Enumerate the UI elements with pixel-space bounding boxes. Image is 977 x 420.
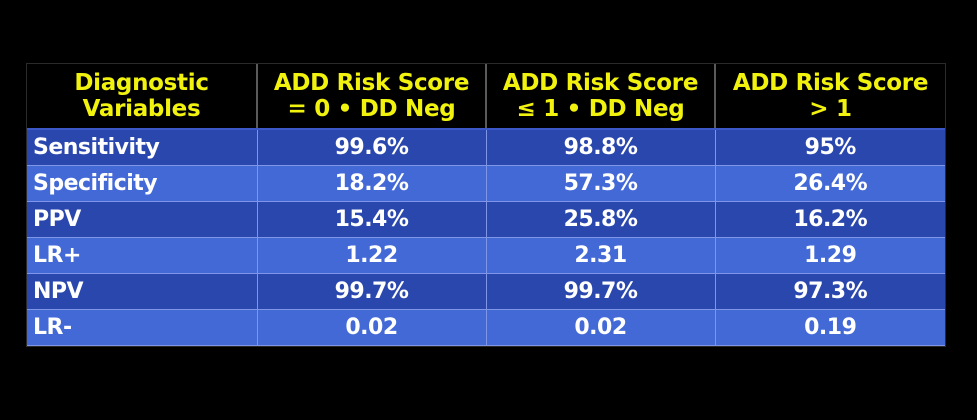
table-row-lr-plus: LR+ 1.22 2.31 1.29 [27,237,945,274]
table-cell: 26.4% [715,165,945,202]
row-label: Sensitivity [27,129,258,166]
diagnostic-table: Diagnostic Variables ADD Risk Score = 0 … [26,63,946,347]
table-cell: 18.2% [257,165,487,202]
row-label: LR+ [27,237,258,274]
results-table: Diagnostic Variables ADD Risk Score = 0 … [27,64,945,346]
header-row: Diagnostic Variables ADD Risk Score = 0 … [27,64,945,130]
table-cell: 57.3% [486,165,716,202]
row-label: LR- [27,309,258,346]
table-cell: 0.02 [486,309,716,346]
table-row-npv: NPV 99.7% 99.7% 97.3% [27,273,945,310]
table-cell: 0.02 [257,309,487,346]
table-cell: 99.6% [257,129,487,166]
table-cell: 95% [715,129,945,166]
table-row-lr-minus: LR- 0.02 0.02 0.19 [27,309,945,346]
row-label: NPV [27,273,258,310]
table-row-ppv: PPV 15.4% 25.8% 16.2% [27,201,945,238]
header-score-gt1: ADD Risk Score > 1 [715,64,945,130]
table-row-specificity: Specificity 18.2% 57.3% 26.4% [27,165,945,202]
table-cell: 1.29 [715,237,945,274]
table-cell: 99.7% [486,273,716,310]
row-label: PPV [27,201,258,238]
table-cell: 15.4% [257,201,487,238]
header-diagnostic-variables: Diagnostic Variables [27,64,258,130]
table-cell: 16.2% [715,201,945,238]
header-score-0-dd-neg: ADD Risk Score = 0 • DD Neg [257,64,487,130]
table-cell: 99.7% [257,273,487,310]
row-label: Specificity [27,165,258,202]
header-score-le1-dd-neg: ADD Risk Score ≤ 1 • DD Neg [486,64,716,130]
table-cell: 1.22 [257,237,487,274]
table-cell: 25.8% [486,201,716,238]
table-cell: 98.8% [486,129,716,166]
table-cell: 0.19 [715,309,945,346]
table-cell: 2.31 [486,237,716,274]
table-cell: 97.3% [715,273,945,310]
table-row-sensitivity: Sensitivity 99.6% 98.8% 95% [27,129,945,166]
